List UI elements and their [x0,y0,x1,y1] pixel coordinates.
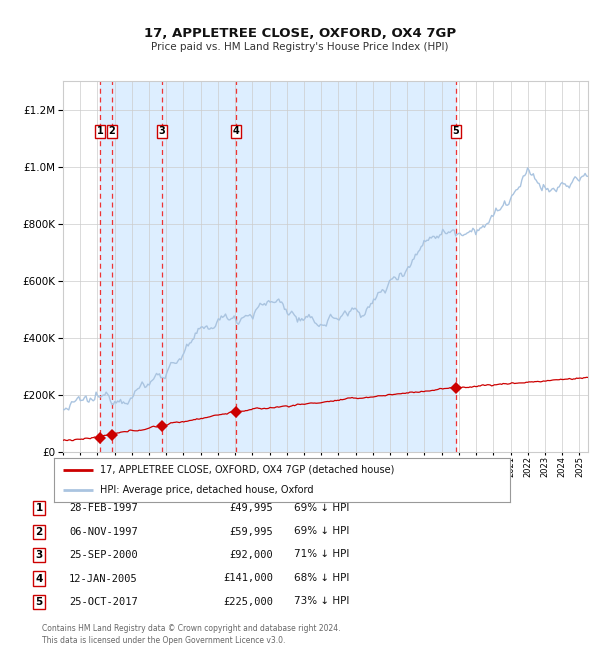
Text: £49,995: £49,995 [229,503,273,514]
Text: 1: 1 [97,126,103,136]
Text: 25-SEP-2000: 25-SEP-2000 [69,550,138,560]
Text: 73% ↓ HPI: 73% ↓ HPI [294,596,349,606]
Text: 17, APPLETREE CLOSE, OXFORD, OX4 7GP (detached house): 17, APPLETREE CLOSE, OXFORD, OX4 7GP (de… [100,465,394,474]
Text: 5: 5 [35,597,43,607]
Text: 68% ↓ HPI: 68% ↓ HPI [294,573,349,583]
Text: 4: 4 [35,573,43,584]
Text: 69% ↓ HPI: 69% ↓ HPI [294,502,349,513]
Text: 2: 2 [109,126,115,136]
Text: Price paid vs. HM Land Registry's House Price Index (HPI): Price paid vs. HM Land Registry's House … [151,42,449,52]
Text: 17, APPLETREE CLOSE, OXFORD, OX4 7GP: 17, APPLETREE CLOSE, OXFORD, OX4 7GP [144,27,456,40]
Text: 06-NOV-1997: 06-NOV-1997 [69,526,138,537]
Text: 1: 1 [35,503,43,514]
Text: £59,995: £59,995 [229,526,273,537]
Bar [100,81,455,452]
Text: 69% ↓ HPI: 69% ↓ HPI [294,526,349,536]
Text: £141,000: £141,000 [223,573,273,584]
Text: 4: 4 [232,126,239,136]
Text: 3: 3 [35,550,43,560]
Text: 12-JAN-2005: 12-JAN-2005 [69,573,138,584]
Text: 3: 3 [158,126,165,136]
Text: £225,000: £225,000 [223,597,273,607]
Text: 28-FEB-1997: 28-FEB-1997 [69,503,138,514]
Text: Contains HM Land Registry data © Crown copyright and database right 2024.
This d: Contains HM Land Registry data © Crown c… [42,624,341,645]
Text: HPI: Average price, detached house, Oxford: HPI: Average price, detached house, Oxfo… [100,485,313,495]
Text: 25-OCT-2017: 25-OCT-2017 [69,597,138,607]
Text: £92,000: £92,000 [229,550,273,560]
Text: 5: 5 [452,126,459,136]
Text: 2: 2 [35,526,43,537]
Text: 71% ↓ HPI: 71% ↓ HPI [294,549,349,560]
